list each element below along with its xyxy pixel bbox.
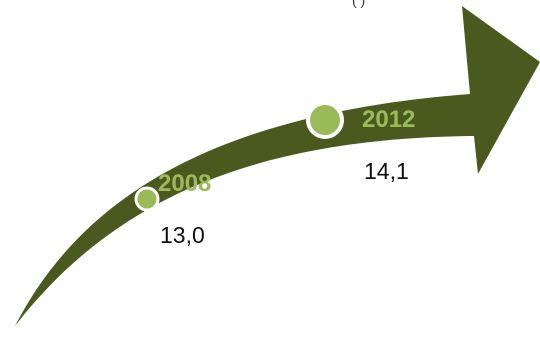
milestone-value-2008: 13,0	[160, 222, 205, 248]
milestone-marker-2012	[306, 101, 344, 139]
milestone-year-2012: 2012	[362, 106, 416, 133]
curved-arrow	[15, 6, 540, 326]
cropped-top-text: ( )	[352, 0, 366, 8]
milestone-year-2008: 2008	[158, 170, 212, 197]
milestone-marker-2008	[134, 186, 160, 212]
milestone-value-2012: 14,1	[364, 158, 409, 184]
